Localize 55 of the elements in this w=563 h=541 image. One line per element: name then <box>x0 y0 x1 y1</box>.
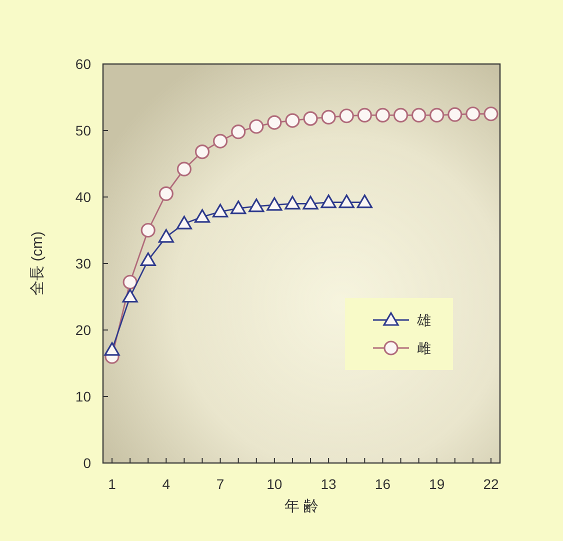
point <box>338 194 354 208</box>
point <box>320 194 336 208</box>
point <box>411 108 426 123</box>
point <box>321 110 336 124</box>
point <box>140 252 156 266</box>
point <box>302 196 318 210</box>
legend-label: 雌 <box>417 340 431 356</box>
point <box>484 106 498 122</box>
point <box>158 186 174 201</box>
point <box>448 107 462 122</box>
y-tick-label: 0 <box>83 455 92 471</box>
point <box>122 274 138 290</box>
x-tick-label: 4 <box>162 476 170 492</box>
point <box>267 115 282 130</box>
point <box>248 198 264 212</box>
point <box>104 342 120 356</box>
point <box>356 194 372 208</box>
point <box>285 113 300 128</box>
x-tick-label: 10 <box>266 476 282 492</box>
point <box>357 108 372 123</box>
point <box>194 209 210 223</box>
point <box>303 111 318 126</box>
point <box>393 108 408 123</box>
point <box>176 162 192 176</box>
point <box>430 108 444 123</box>
x-axis-title: 年 齢 <box>284 498 319 515</box>
point <box>158 229 174 243</box>
x-tick-label: 7 <box>216 476 224 492</box>
point <box>122 288 138 303</box>
point <box>249 119 264 134</box>
y-tick-label: 40 <box>75 189 92 205</box>
point <box>339 108 354 124</box>
x-tick-label: 13 <box>320 476 337 492</box>
x-tick-label: 19 <box>429 476 445 492</box>
point <box>466 106 480 122</box>
y-tick-label: 50 <box>75 122 92 138</box>
x-tick-label: 1 <box>108 476 116 492</box>
point <box>230 200 246 214</box>
point <box>266 197 282 211</box>
x-tick-label: 16 <box>374 476 391 492</box>
point <box>176 216 192 230</box>
point <box>375 108 390 123</box>
point <box>194 144 210 160</box>
point <box>212 134 228 148</box>
y-tick-label: 60 <box>75 56 92 72</box>
point <box>284 196 300 210</box>
y-axis-title: 全長 (cm) <box>29 231 46 296</box>
point <box>212 204 228 218</box>
point <box>231 124 246 140</box>
legend-label: 雄 <box>416 312 431 328</box>
point <box>140 222 156 238</box>
y-tick-label: 30 <box>75 256 92 272</box>
x-tick-label: 22 <box>483 476 499 492</box>
y-tick-label: 20 <box>75 322 92 338</box>
y-tick-label: 10 <box>75 388 92 404</box>
